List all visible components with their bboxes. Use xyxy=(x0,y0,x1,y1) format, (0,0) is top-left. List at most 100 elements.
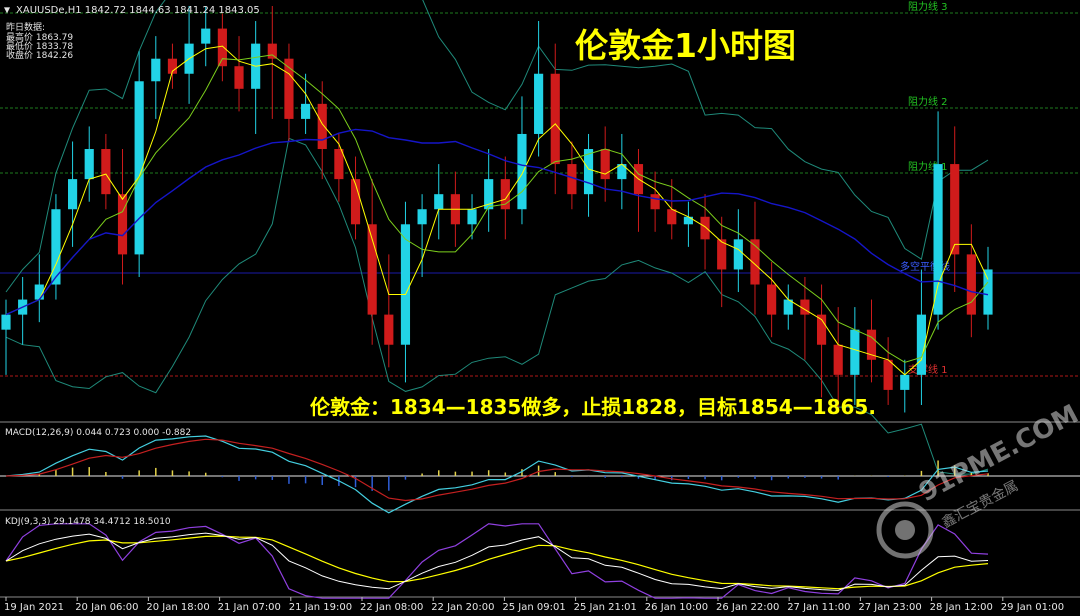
x-tick-label: 26 Jan 22:00 xyxy=(716,602,779,613)
candle-body xyxy=(833,344,843,375)
info-box-close: 收盘价 1842.26 xyxy=(6,49,73,61)
candle-body xyxy=(201,28,211,44)
candle-body xyxy=(417,209,427,225)
candle-body xyxy=(950,164,960,255)
watermark: 91PME.COM 鑫汇宝贵金属 xyxy=(876,399,1080,559)
x-tick-label: 22 Jan 08:00 xyxy=(360,602,423,613)
macd-panel xyxy=(5,435,989,514)
candle-body xyxy=(767,284,777,315)
candle-body xyxy=(51,209,61,285)
candle-body xyxy=(933,164,943,315)
level-label-0: 阻力线 3 xyxy=(908,0,948,13)
candle-body xyxy=(983,269,993,315)
candle-body xyxy=(650,194,660,210)
main-panel xyxy=(0,0,1080,422)
candle-body xyxy=(400,224,411,345)
x-tick-label: 22 Jan 20:00 xyxy=(431,602,494,613)
candle-body xyxy=(534,73,544,134)
x-tick-label: 29 Jan 01:00 xyxy=(1001,602,1064,613)
candle-body xyxy=(301,103,311,119)
info-box-low: 最低价 1833.78 xyxy=(6,40,73,52)
kdj-j-line xyxy=(5,523,989,599)
candle-body xyxy=(916,314,927,375)
x-tick-label: 20 Jan 18:00 xyxy=(146,602,209,613)
candle-body xyxy=(384,314,394,345)
x-tick-label: 26 Jan 10:00 xyxy=(645,602,708,613)
candle-body xyxy=(434,194,444,210)
candle-body xyxy=(717,239,727,270)
x-tick-label: 27 Jan 11:00 xyxy=(787,602,850,613)
candle-body xyxy=(217,28,227,67)
candle-body xyxy=(783,299,793,315)
candle-body xyxy=(883,359,893,390)
watermark-logo-icon xyxy=(876,501,934,559)
x-tick-label: 21 Jan 19:00 xyxy=(289,602,352,613)
candle-body xyxy=(816,314,827,345)
candle-body xyxy=(866,329,877,360)
trade-annotation: 伦敦金：1834—1835做多，止损1828，目标1854—1865. xyxy=(310,395,876,419)
candle-body xyxy=(600,149,610,180)
candle-body xyxy=(850,329,860,375)
info-box-title: 昨日数据: xyxy=(6,21,45,33)
candle-body xyxy=(284,58,294,119)
candle-body xyxy=(550,73,560,165)
candle-body xyxy=(500,179,510,210)
info-box-high: 最高价 1863.79 xyxy=(6,31,73,43)
candle-body xyxy=(167,58,178,74)
candle-body xyxy=(350,179,361,225)
chart-title: 伦敦金1小时图 xyxy=(575,26,796,65)
kdj-label: KDJ(9,3,3) 29.1478 34.4712 18.5010 xyxy=(5,517,171,527)
candle-body xyxy=(583,149,594,195)
candle-body xyxy=(84,149,94,180)
level-label-1: 阻力线 2 xyxy=(908,95,948,108)
kdj-d-line xyxy=(5,535,989,590)
candle-body xyxy=(800,299,810,315)
candle-body xyxy=(267,43,277,59)
x-tick-label: 25 Jan 21:01 xyxy=(574,602,637,613)
candle-body xyxy=(334,149,344,180)
bb-lower-line xyxy=(5,137,989,475)
bollinger-bands xyxy=(5,0,989,475)
candle-body xyxy=(317,103,327,150)
candle-body xyxy=(67,179,78,210)
candle-body xyxy=(517,133,527,210)
candle-body xyxy=(151,58,161,82)
moving-averages xyxy=(5,45,989,376)
candle-body xyxy=(683,216,693,225)
candle-body xyxy=(667,209,677,225)
macd-main-line xyxy=(5,435,989,514)
candle-body xyxy=(134,81,144,255)
x-tick-label: 21 Jan 07:00 xyxy=(218,602,281,613)
candle-body xyxy=(367,224,377,315)
x-tick-label: 28 Jan 12:00 xyxy=(930,602,993,613)
x-tick-label: 20 Jan 06:00 xyxy=(75,602,138,613)
candle-body xyxy=(567,164,577,195)
candle-body xyxy=(750,239,760,285)
macd-label: MACD(12,26,9) 0.044 0.723 0.000 -0.882 xyxy=(5,428,191,438)
watermark-logo-core xyxy=(895,520,915,540)
ma-mid-line xyxy=(5,54,989,363)
candle-body xyxy=(900,374,910,390)
header-triangle-icon: ▼ xyxy=(4,5,10,16)
bb-upper-line xyxy=(5,0,989,293)
x-tick-label: 19 Jan 2021 xyxy=(4,602,64,613)
candle-body xyxy=(467,209,477,225)
x-tick-label: 25 Jan 09:01 xyxy=(502,602,565,613)
candle-body xyxy=(34,284,44,300)
candle-body xyxy=(966,254,976,315)
macd-signal-line xyxy=(5,438,989,502)
candle-body xyxy=(700,216,710,240)
candle-body xyxy=(733,239,743,270)
candle-body xyxy=(1,314,11,330)
candle-body xyxy=(117,194,128,255)
x-axis: 19 Jan 2021 20 Jan 06:00 20 Jan 18:00 21 Ja… xyxy=(4,597,1064,613)
ma-fast-line xyxy=(5,45,989,376)
candle-body xyxy=(484,179,494,210)
ma-slow-line xyxy=(5,128,989,316)
candle-body xyxy=(101,149,111,195)
symbol-header: XAUUSDe,H1 1842.72 1844.63 1841.24 1843.… xyxy=(16,5,260,16)
candle-body xyxy=(234,66,244,89)
x-tick-label: 27 Jan 23:00 xyxy=(858,602,921,613)
